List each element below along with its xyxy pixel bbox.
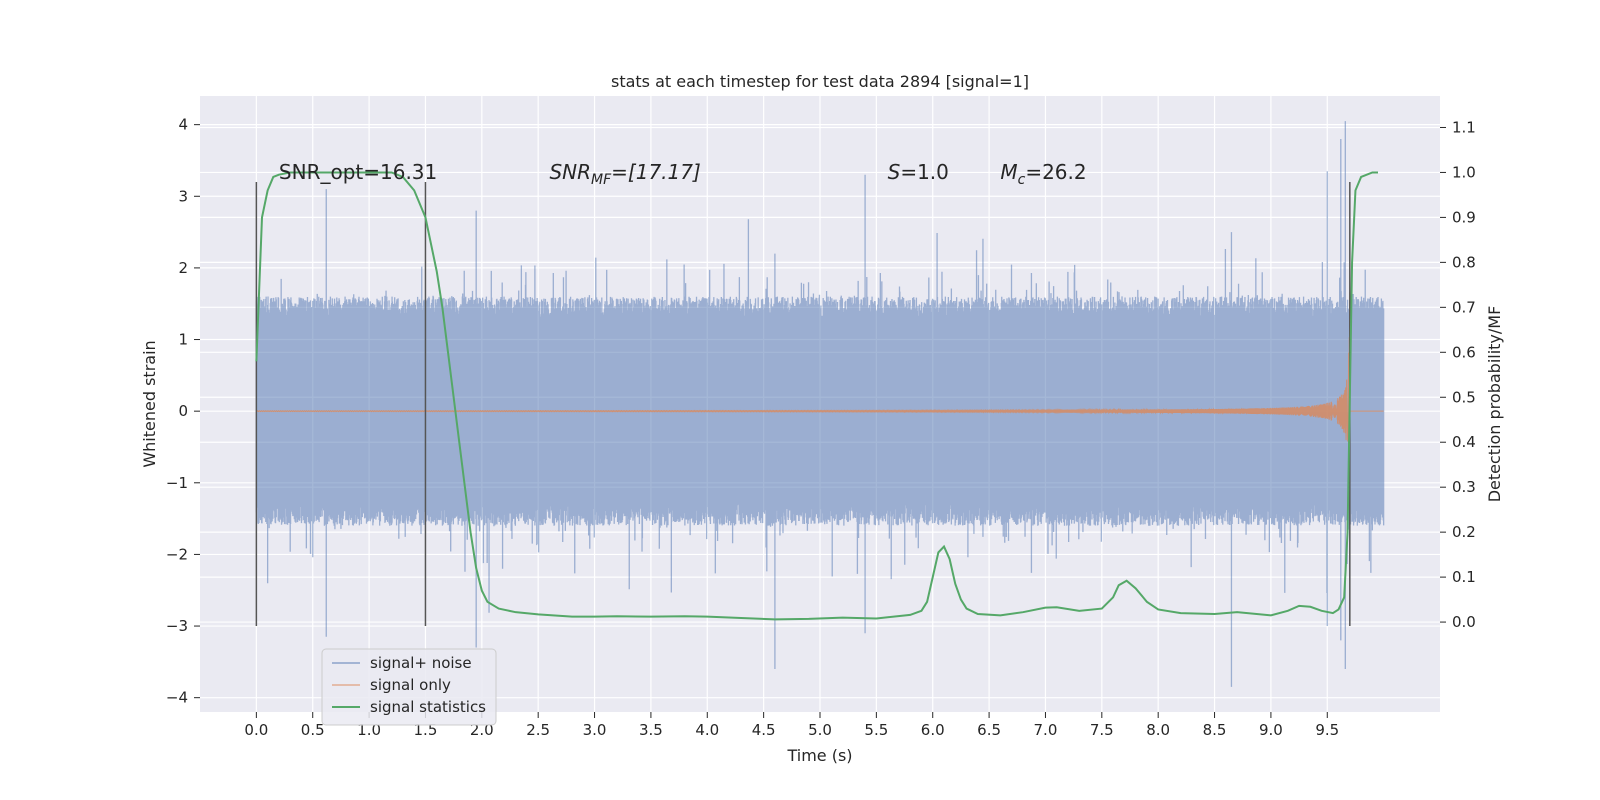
y2-tick-label: 0.6 <box>1452 343 1476 361</box>
annotation-value: =[17.17] <box>611 160 701 184</box>
x-tick-label: 7.5 <box>1090 721 1114 739</box>
annotation-3: Mc=26.2 <box>1000 160 1086 188</box>
annotation-text: SNR_opt=16.31 <box>279 160 437 184</box>
x-tick-label: 6.0 <box>921 721 945 739</box>
y2-tick-label: 0.9 <box>1452 208 1476 226</box>
y2-tick-label: 0.7 <box>1452 298 1476 316</box>
y-tick-label: −4 <box>166 689 188 707</box>
y-tick-label: 1 <box>178 331 188 349</box>
x-tick-label: 7.0 <box>1034 721 1058 739</box>
y2-tick-label: 0.4 <box>1452 433 1476 451</box>
y2-tick-label: 1.0 <box>1452 163 1476 181</box>
y2-tick-label: 0.5 <box>1452 388 1476 406</box>
y-tick-label: −3 <box>166 617 188 635</box>
y2-tick-label: 0.1 <box>1452 568 1476 586</box>
y2-tick-label: 0.2 <box>1452 523 1476 541</box>
annotation-2: S=1.0 <box>888 160 949 184</box>
annotation-1: SNRMF=[17.17] <box>549 160 700 188</box>
x-tick-label: 8.0 <box>1146 721 1170 739</box>
x-axis-label: Time (s) <box>786 746 852 765</box>
y-tick-label: 3 <box>178 187 188 205</box>
annotation-subscript: MF <box>591 172 612 188</box>
y-tick-label: 4 <box>178 116 188 134</box>
x-tick-label: 3.0 <box>583 721 607 739</box>
plot-content <box>255 121 1385 687</box>
x-tick-label: 6.5 <box>977 721 1001 739</box>
x-tick-label: 9.0 <box>1259 721 1283 739</box>
y-tick-label: 2 <box>178 259 188 277</box>
x-tick-label: 2.5 <box>526 721 550 739</box>
y2-tick-label: 0.3 <box>1452 478 1476 496</box>
y2-tick-label: 0.8 <box>1452 253 1476 271</box>
y-tick-label: −2 <box>166 545 188 563</box>
chart-title: stats at each timestep for test data 289… <box>611 72 1029 91</box>
annotation-value: =26.2 <box>1025 160 1086 184</box>
legend-box <box>321 648 497 726</box>
y2-axis-label: Detection probability/MF <box>1485 306 1504 503</box>
y2-tick-label: 1.1 <box>1452 118 1476 136</box>
annotation-value: =1.0 <box>900 160 949 184</box>
axes: 0.0 0.5 1.0 1.5 2.0 2.5 3.0 3.5 4.0 4.5 5.0 5.5 6.0 6… <box>166 116 1476 739</box>
x-tick-label: 5.5 <box>864 721 888 739</box>
y2-tick-label: 0.0 <box>1452 613 1476 631</box>
x-tick-label: 0.5 <box>301 721 325 739</box>
x-tick-label: 8.5 <box>1203 721 1227 739</box>
legend: signal+ noise signal only signal statistic… <box>321 648 497 726</box>
annotations: SNR_opt=16.31 SNRMF=[17.17] S=1.0 Mc=26.2 <box>279 160 1087 188</box>
x-tick-label: 9.5 <box>1315 721 1339 739</box>
legend-entry: signal statistics <box>370 698 486 716</box>
x-tick-label: 3.5 <box>639 721 663 739</box>
signal-only-series <box>256 292 1384 484</box>
y-axis-label: Whitened strain <box>140 340 159 467</box>
x-tick-label: 0.0 <box>244 721 268 739</box>
x-tick-label: 5.0 <box>808 721 832 739</box>
legend-entry: signal+ noise <box>370 654 472 672</box>
annotation-0: SNR_opt=16.31 <box>279 160 437 184</box>
annotation-text: S <box>888 160 901 184</box>
signal-statistics-series <box>255 171 1378 621</box>
annotation-text: M <box>1000 160 1017 184</box>
x-tick-label: 4.0 <box>695 721 719 739</box>
y-tick-label: 0 <box>178 402 188 420</box>
legend-entry: signal only <box>370 676 451 694</box>
y-tick-label: −1 <box>166 474 188 492</box>
annotation-subscript: c <box>1018 172 1026 188</box>
annotation-text: SNR <box>549 160 591 184</box>
x-tick-label: 4.5 <box>752 721 776 739</box>
